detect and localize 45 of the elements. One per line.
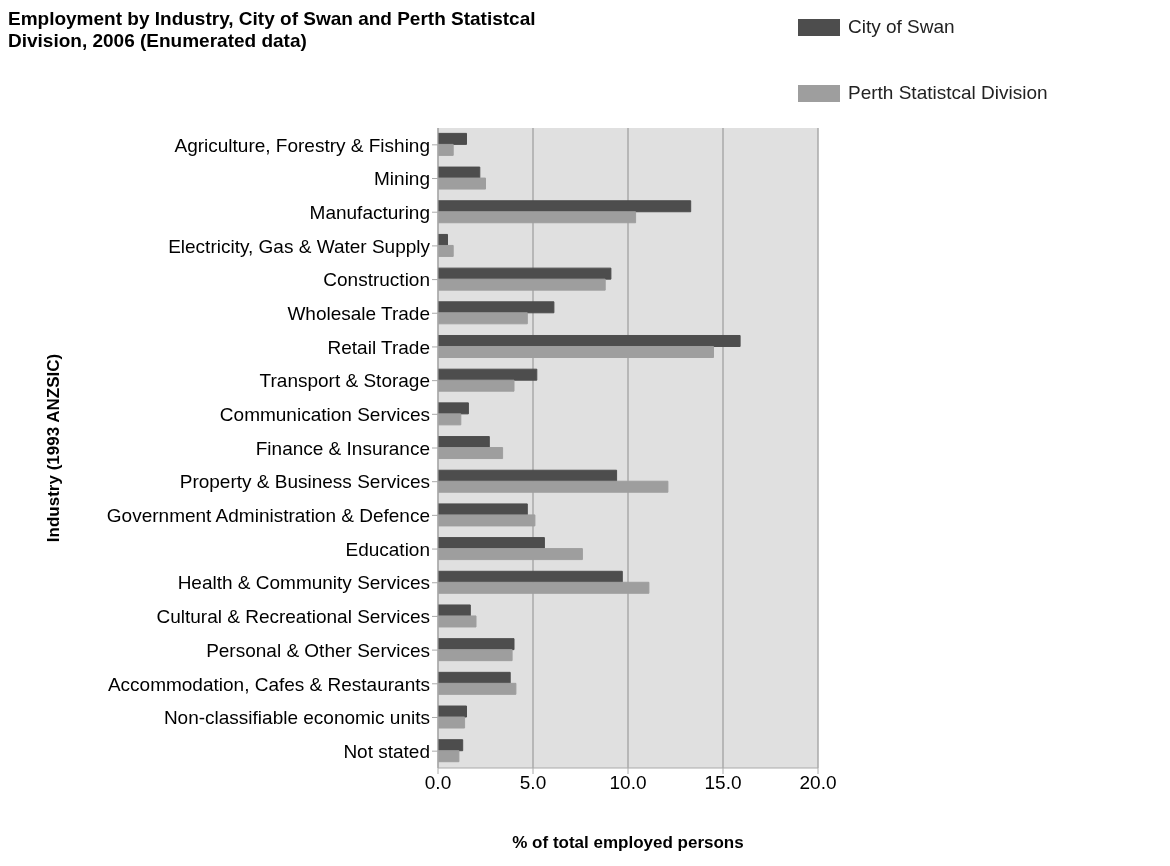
y-tick-label: Agriculture, Forestry & Fishing: [174, 134, 430, 156]
bar: [438, 604, 471, 617]
bar: [438, 638, 515, 651]
y-tick-label: Construction: [323, 269, 430, 291]
bar: [438, 570, 623, 583]
x-tick-label: 20.0: [799, 772, 837, 794]
bar: [438, 503, 528, 516]
bar: [438, 368, 538, 381]
y-tick-label: Education: [345, 538, 430, 560]
y-tick-label: Communication Services: [219, 404, 430, 426]
y-tick-label: Health & Community Services: [177, 572, 430, 594]
bar: [438, 334, 741, 347]
x-tick-label: 10.0: [609, 772, 647, 794]
bar: [438, 301, 555, 314]
y-tick-label: Not stated: [343, 740, 430, 762]
y-tick-label: Finance & Insurance: [255, 437, 430, 459]
y-tick-label: Non-classifiable economic units: [163, 707, 430, 729]
legend-label: Perth Statistcal Division: [847, 82, 1049, 104]
bar: [438, 402, 469, 415]
y-tick-label: Cultural & Recreational Services: [156, 606, 430, 628]
x-tick-label: 0.0: [424, 772, 452, 794]
x-tick-label: 5.0: [519, 772, 547, 794]
y-tick-label: Personal & Other Services: [206, 639, 430, 661]
y-tick-label: Property & Business Services: [179, 471, 430, 493]
y-tick-label: Government Administration & Defence: [106, 505, 430, 527]
bar: [438, 132, 467, 145]
y-axis-title: Industry (1993 ANZSIC): [44, 353, 64, 543]
y-tick-label: Retail Trade: [327, 336, 430, 358]
bar: [438, 671, 511, 684]
y-tick-label: Manufacturing: [309, 201, 430, 223]
bar: [438, 537, 545, 550]
bar: [438, 200, 692, 213]
bar: [438, 436, 490, 449]
x-tick-label: 15.0: [704, 772, 742, 794]
y-tick-label: Mining: [374, 168, 430, 190]
y-tick-label: Electricity, Gas & Water Supply: [168, 235, 431, 257]
text: Employment by Industry, City of Swan and Perth Statistcal Division, 2006 (Enumerated data): [8, 8, 537, 52]
bar: [438, 267, 612, 280]
bar: [438, 705, 467, 718]
y-tick-label: Accommodation, Cafes & Restaurants: [107, 673, 430, 695]
y-tick-label: Wholesale Trade: [287, 303, 430, 325]
y-tick-label: Transport & Storage: [259, 370, 430, 392]
x-axis-title: % of total employed persons: [512, 833, 744, 852]
legend-label: City of Swan: [847, 16, 956, 38]
bar: [438, 469, 618, 482]
